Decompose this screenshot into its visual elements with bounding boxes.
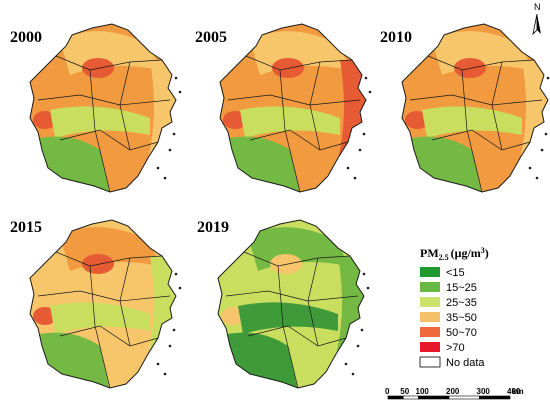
map-panel-2010: 2010 [380,23,550,193]
map-panel-2015: 2015 [10,219,182,389]
scale-segment [448,395,480,400]
legend-label: 35~50 [446,312,477,324]
scale-tick-label: 400 [507,387,521,396]
legend-swatch [420,327,440,337]
legend: PM2.5 (μg/m3) <15 15~25 25~35 35~50 50~70 >70 N… [419,246,489,369]
legend-label: No data [446,357,485,369]
legend-item: >70 [420,342,465,354]
year-label-2010: 2010 [380,29,412,46]
scale-tick-label: 300 [477,387,491,396]
year-label-2015: 2015 [10,219,42,236]
legend-label: 15~25 [446,282,477,294]
legend-label: 50~70 [446,327,477,339]
legend-label: >70 [446,342,465,354]
legend-label: 25~35 [446,297,477,309]
scale-segment [387,395,404,400]
year-label-2019: 2019 [197,219,229,236]
legend-swatch [420,342,440,352]
legend-item: 25~35 [420,297,477,309]
map-panel-2019: 2019 [197,219,370,389]
scale-segment [402,395,419,400]
scale-tick-label: 50 [400,387,409,396]
legend-item: 35~50 [420,312,477,324]
legend-swatch [420,267,440,277]
legend-title: PM2.5 (μg/m3) [420,246,489,262]
legend-item: <15 [420,267,465,279]
scale-segment [479,395,511,400]
scale-tick-label: 200 [446,387,460,396]
year-label-2000: 2000 [10,29,42,46]
legend-swatch [419,356,441,368]
legend-item: 50~70 [420,327,477,339]
map-panel-2005: 2005 [195,23,372,193]
map-panel-2000: 2000 [10,23,182,193]
legend-label: <15 [446,267,465,279]
scale-tick-label: 0 [385,387,390,396]
scale-segment [418,395,450,400]
scale-tick-label: 100 [416,387,430,396]
north-label: N [534,2,541,12]
year-label-2005: 2005 [195,29,227,46]
legend-item: No data [419,356,485,369]
legend-item: 15~25 [420,282,477,294]
legend-swatch [420,282,440,292]
north-arrow-icon: N [532,2,541,36]
legend-swatch [420,312,440,322]
legend-swatch [420,297,440,307]
scale-unit: km [512,387,524,396]
